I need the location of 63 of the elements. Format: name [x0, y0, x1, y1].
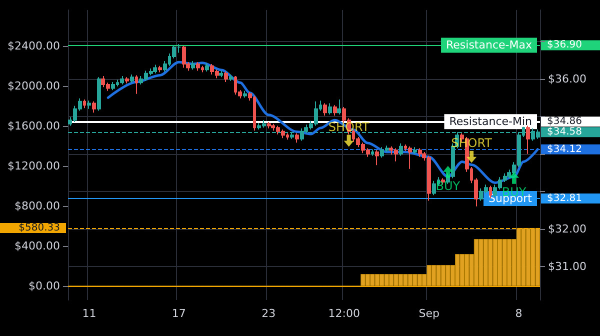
candlestick: [526, 125, 530, 154]
candlestick: [219, 70, 223, 78]
y-tick-label: $1200.00: [8, 160, 60, 172]
candlestick: [182, 45, 186, 68]
candlestick: [224, 70, 228, 82]
candlestick: [205, 62, 209, 72]
candlestick: [125, 76, 129, 84]
y-tick-label: $2400.00: [8, 40, 60, 52]
candlestick: [229, 74, 233, 82]
candlestick: [328, 102, 332, 116]
y-tick-label: $0.00: [28, 280, 60, 292]
candlestick: [413, 146, 417, 154]
candlestick: [130, 74, 134, 84]
x-tick-label: 12:00: [328, 307, 360, 320]
candlestick: [408, 146, 412, 170]
y-tick-label: $2000.00: [8, 80, 60, 92]
candlestick: [153, 64, 157, 74]
ref-line-label: Resistance-Max: [446, 38, 532, 52]
point: [466, 150, 477, 163]
y2-tick-label: $34.12: [547, 144, 582, 155]
candlestick: [243, 90, 247, 98]
data-label: BUY: [436, 178, 461, 193]
candlestick: [323, 102, 327, 116]
candlestick: [83, 99, 86, 109]
candlestick: [267, 122, 271, 129]
x-tick-label: 17: [172, 307, 186, 320]
candlestick: [111, 81, 115, 91]
candlestick: [295, 132, 299, 144]
y-tick-label: $400.00: [14, 240, 60, 252]
candlestick: [371, 148, 374, 156]
candlestick: [120, 75, 124, 86]
candlestick: [135, 74, 138, 94]
point: [442, 166, 453, 178]
y2-tick-label: $32.00: [548, 222, 586, 236]
point: [509, 172, 520, 184]
candlestick: [191, 60, 195, 70]
candlestick: [432, 180, 436, 196]
y-tick-label: $1600.00: [8, 120, 60, 132]
candlestick: [300, 128, 304, 142]
candlestick: [92, 100, 96, 114]
x-tick-label: 23: [262, 307, 276, 320]
candlestick: [97, 76, 101, 112]
y2-tick-label: $31.00: [548, 260, 586, 273]
candlestick: [158, 65, 162, 73]
x-tick-label: 11: [82, 307, 96, 320]
y2-tick-label: $34.58: [547, 126, 582, 138]
ref-line-label: Resistance-Min: [449, 115, 532, 128]
candlestick: [399, 142, 403, 156]
y2-tick-label: $36.90: [547, 40, 582, 51]
x-tick-label: Sep: [418, 307, 440, 320]
point: [344, 134, 354, 147]
x-tick-label: 8: [515, 307, 522, 320]
y2-tick-label: $32.81: [547, 192, 582, 204]
y-tick-label: $580.33: [18, 222, 60, 234]
candlestick: [87, 100, 91, 110]
candlestick: [333, 104, 337, 116]
candlestick: [196, 62, 200, 72]
y-tick-label: $800.00: [14, 200, 60, 212]
candlestick: [337, 99, 341, 116]
candlestick: [418, 148, 422, 158]
y2-tick-label: $34.86: [547, 116, 582, 128]
candlestick: [375, 150, 379, 166]
y2-tick-label: $36.00: [548, 72, 586, 86]
